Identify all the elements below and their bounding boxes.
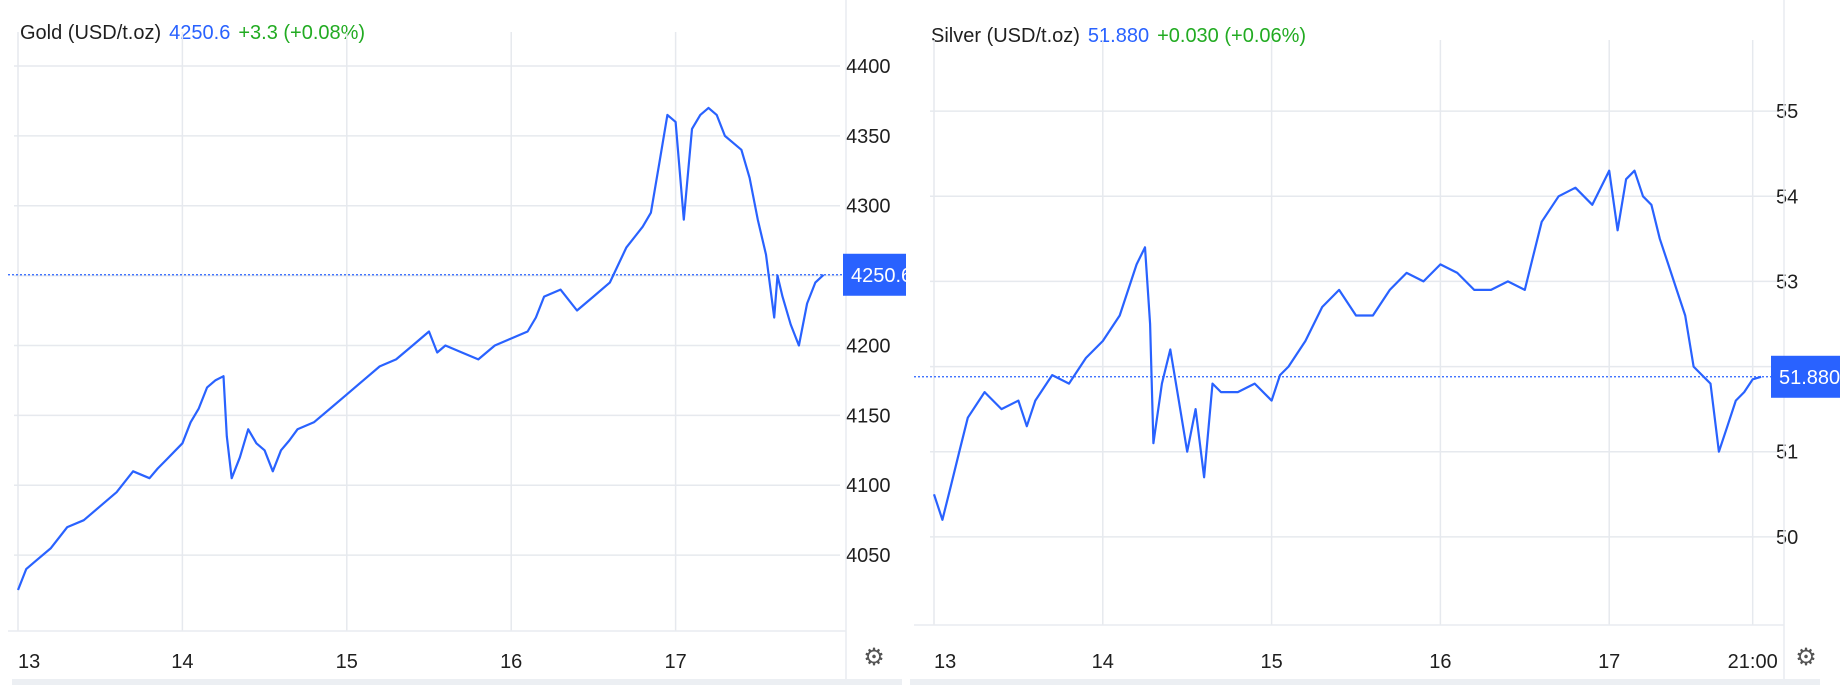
- gold-time-scale-strip: [12, 679, 902, 685]
- silver-current-price-tag: [1771, 355, 1840, 398]
- silver-x-tick-label: 15: [1260, 651, 1282, 673]
- gold-y-tick-label: 4150: [846, 405, 891, 427]
- gold-y-tick-label: 4200: [846, 335, 891, 357]
- gold-chart-panel: Gold (USD/t.oz) 4250.6 +3.3 (+0.08%) 405…: [0, 0, 912, 696]
- gear-icon[interactable]: ⚙: [1795, 644, 1817, 671]
- gold-line-chart[interactable]: 4050410041504200425043004350440013141516…: [0, 0, 912, 696]
- gold-y-tick-label: 4100: [846, 475, 891, 497]
- gold-x-tick-label: 14: [171, 651, 193, 673]
- silver-y-tick-label: 54: [1776, 186, 1798, 208]
- gold-y-tick-label: 4300: [846, 196, 891, 218]
- gold-x-tick-label: 15: [336, 651, 358, 673]
- gold-legend: Gold (USD/t.oz) 4250.6 +3.3 (+0.08%): [20, 22, 365, 45]
- silver-price-line: [932, 169, 1762, 521]
- gold-x-tick-label: 13: [18, 651, 40, 673]
- gold-y-tick-label: 4050: [846, 545, 891, 567]
- silver-current-price-label: 51.880: [1779, 367, 1840, 389]
- gold-x-tick-label: 17: [664, 651, 686, 673]
- gold-x-tick-label: 16: [500, 651, 522, 673]
- silver-legend: Silver (USD/t.oz) 51.880 +0.030 (+0.06%): [931, 25, 1306, 48]
- gear-icon[interactable]: ⚙: [863, 644, 885, 671]
- gold-y-tick-label: 4350: [846, 126, 891, 148]
- gold-price: 4250.6: [169, 22, 231, 44]
- silver-y-tick-label: 53: [1776, 271, 1798, 293]
- silver-x-tick-label: 14: [1092, 651, 1114, 673]
- silver-chart-panel: Silver (USD/t.oz) 51.880 +0.030 (+0.06%)…: [906, 0, 1840, 696]
- gold-title: Gold (USD/t.oz): [20, 22, 162, 44]
- gold-current-price-label: 4250.6: [851, 265, 912, 287]
- silver-change: +0.030 (+0.06%): [1157, 25, 1307, 47]
- silver-x-tick-label: 21:00: [1728, 651, 1778, 673]
- silver-x-tick-label: 17: [1598, 651, 1620, 673]
- silver-x-tick-label: 13: [934, 651, 956, 673]
- gold-y-tick-label: 4400: [846, 56, 891, 78]
- gold-price-line: [16, 106, 825, 591]
- gold-change: +3.3 (+0.08%): [238, 22, 366, 44]
- silver-x-tick-label: 16: [1429, 651, 1451, 673]
- silver-title: Silver (USD/t.oz): [931, 25, 1080, 47]
- silver-y-tick-label: 50: [1776, 527, 1798, 549]
- silver-y-tick-label: 55: [1776, 101, 1798, 123]
- silver-y-tick-label: 51: [1776, 442, 1798, 464]
- gold-current-price-tag: [843, 253, 906, 296]
- silver-time-scale-strip: [910, 679, 1820, 685]
